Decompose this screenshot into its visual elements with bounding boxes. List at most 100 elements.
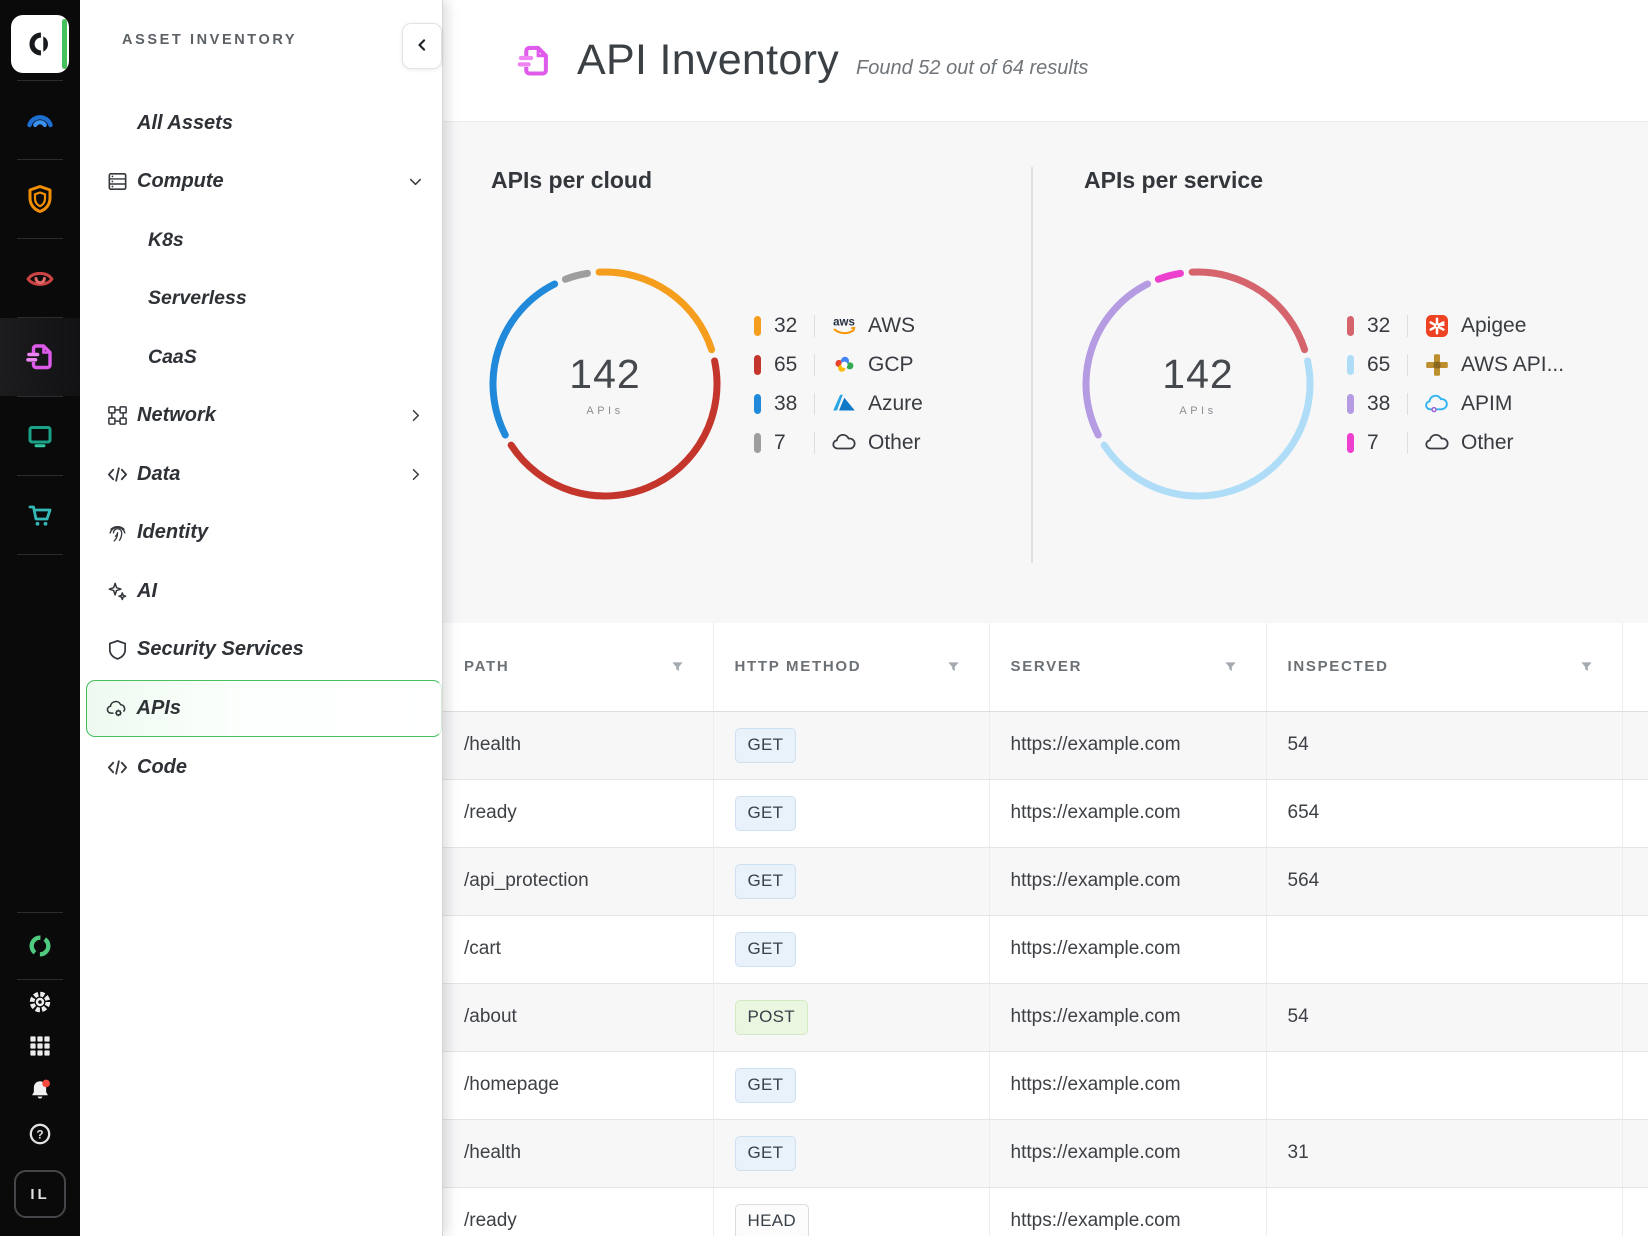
orca-logo[interactable]: [0, 8, 80, 80]
table-row[interactable]: /readyHEADhttps://example.com: [443, 1187, 1648, 1236]
cell-inspected: 54: [1266, 711, 1622, 779]
legend-marker: [1347, 394, 1354, 414]
legend-separator: [814, 315, 815, 337]
api-doc-icon: [24, 341, 56, 373]
cell-http-method: GET: [713, 1051, 989, 1119]
apis-per-cloud-panel: APIs per cloud 142 APIs 32awsAWS65GCP38A…: [443, 122, 1031, 623]
legend-item-other: 7Other: [1347, 423, 1564, 462]
apis-per-cloud-legend: 32awsAWS65GCP38Azure7Other: [754, 306, 923, 462]
donut-segment-azure: [493, 284, 555, 435]
grid-icon[interactable]: [0, 1024, 80, 1068]
legend-marker: [754, 433, 761, 453]
sidebar-item-network[interactable]: Network: [80, 387, 442, 446]
cloud-icon: [830, 429, 858, 457]
sidebar-nav: All AssetsComputeK8s Serverless CaaSNetwor…: [80, 94, 442, 797]
cell-path: /ready: [443, 779, 713, 847]
donut-segment-apigee: [1192, 272, 1304, 350]
legend-item-gcp: 65GCP: [754, 345, 923, 384]
donut-segment-apim: [1086, 284, 1148, 435]
ring-icon[interactable]: [0, 913, 80, 979]
grid-icon: [24, 1030, 56, 1062]
sidebar-item-caas[interactable]: CaaS: [80, 328, 442, 387]
chevron-left-icon: [412, 35, 432, 58]
cell-http-method: GET: [713, 847, 989, 915]
sidebar-item-apis[interactable]: APIs: [86, 680, 442, 737]
cell-path: /api_protection: [443, 847, 713, 915]
left-icon-rail: ? IL: [0, 0, 80, 1236]
fingerprint-icon: [105, 521, 129, 545]
legend-marker: [1347, 433, 1354, 453]
cell-inspected: 654: [1266, 779, 1622, 847]
help-icon: ?: [24, 1118, 56, 1150]
table-row[interactable]: /aboutPOSThttps://example.com54: [443, 983, 1648, 1051]
eye-icon[interactable]: [0, 239, 80, 317]
legend-value: 7: [1367, 431, 1403, 455]
sidebar-item-label: AI: [137, 580, 157, 603]
code-icon: [105, 755, 129, 779]
column-header-path[interactable]: PATH: [443, 623, 713, 711]
code-icon: [105, 462, 129, 486]
sidebar-item-identity[interactable]: Identity: [80, 504, 442, 563]
filter-icon[interactable]: [1579, 659, 1594, 674]
cell-inspected: 54: [1266, 983, 1622, 1051]
cloud-icon: [1423, 429, 1451, 457]
legend-value: 38: [1367, 392, 1403, 416]
cell-extra: [1622, 915, 1648, 983]
cell-http-method: GET: [713, 711, 989, 779]
table-row[interactable]: /healthGEThttps://example.com54: [443, 711, 1648, 779]
api-doc-icon[interactable]: [0, 318, 80, 396]
http-method-badge: GET: [735, 1136, 797, 1171]
filter-icon[interactable]: [670, 659, 685, 674]
help-icon[interactable]: ?: [0, 1112, 80, 1156]
sidebar-item-all-assets[interactable]: All Assets: [80, 94, 442, 153]
sidebar-item-compute[interactable]: Compute: [80, 153, 442, 212]
apis-per-service-panel: APIs per service 142 APIs 32Apigee65AWS …: [1033, 122, 1648, 623]
table-row[interactable]: /cartGEThttps://example.com: [443, 915, 1648, 983]
legend-marker: [754, 316, 761, 336]
bell-icon[interactable]: [0, 1068, 80, 1112]
sidebar-item-serverless[interactable]: Serverless: [80, 270, 442, 329]
sidebar-item-k8s[interactable]: K8s: [80, 211, 442, 270]
user-avatar[interactable]: IL: [14, 1170, 66, 1218]
gear-icon[interactable]: [0, 980, 80, 1024]
cell-http-method: GET: [713, 1119, 989, 1187]
sidebar-collapse-button[interactable]: [402, 23, 442, 69]
table-row[interactable]: /ready GET https://example.com654: [443, 779, 1648, 847]
donut-segment-other: [565, 273, 587, 279]
sidebar-item-code[interactable]: Code: [80, 738, 442, 797]
page-title: API Inventory: [577, 36, 839, 85]
sidebar-item-data[interactable]: Data: [80, 445, 442, 504]
sidebar-item-label: Data: [137, 463, 180, 486]
aws-icon: aws: [830, 312, 858, 340]
legend-separator: [1407, 315, 1408, 337]
legend-marker: [1347, 355, 1354, 375]
shield-icon: [105, 638, 129, 662]
donut-segment-aws: [599, 272, 711, 350]
cart-icon[interactable]: [0, 476, 80, 554]
monitor-icon[interactable]: [0, 397, 80, 475]
table-row[interactable]: /healthGEThttps://example.com31: [443, 1119, 1648, 1187]
sidebar-item-security-services[interactable]: Security Services: [80, 621, 442, 680]
legend-item-apigee: 32Apigee: [1347, 306, 1564, 345]
cell-server: https://example.com: [989, 779, 1266, 847]
table-row[interactable]: /api_protectionGEThttps://example.com564: [443, 847, 1648, 915]
filter-icon[interactable]: [1223, 659, 1238, 674]
gauge-icon[interactable]: [0, 81, 80, 159]
sidebar-item-label: Security Services: [137, 638, 304, 661]
http-method-badge: GET: [735, 796, 797, 831]
cell-http-method: GET: [713, 779, 989, 847]
legend-item-other: 7Other: [754, 423, 923, 462]
sidebar-item-label: Serverless: [148, 287, 247, 310]
legend-separator: [814, 354, 815, 376]
donut-segment-other: [1158, 273, 1180, 279]
table-row[interactable]: /homepageGEThttps://example.com: [443, 1051, 1648, 1119]
filter-icon[interactable]: [946, 659, 961, 674]
column-header-server[interactable]: SERVER: [989, 623, 1266, 711]
shield-orange-icon[interactable]: [0, 160, 80, 238]
legend-separator: [1407, 432, 1408, 454]
http-method-badge: GET: [735, 1068, 797, 1103]
chart-body: 142 APIs 32awsAWS65GCP38Azure7Other: [491, 266, 1031, 502]
column-header-http-method[interactable]: HTTP METHOD: [713, 623, 989, 711]
sidebar-item-ai[interactable]: AI: [80, 562, 442, 621]
column-header-inspected[interactable]: INSPECTED: [1266, 623, 1622, 711]
